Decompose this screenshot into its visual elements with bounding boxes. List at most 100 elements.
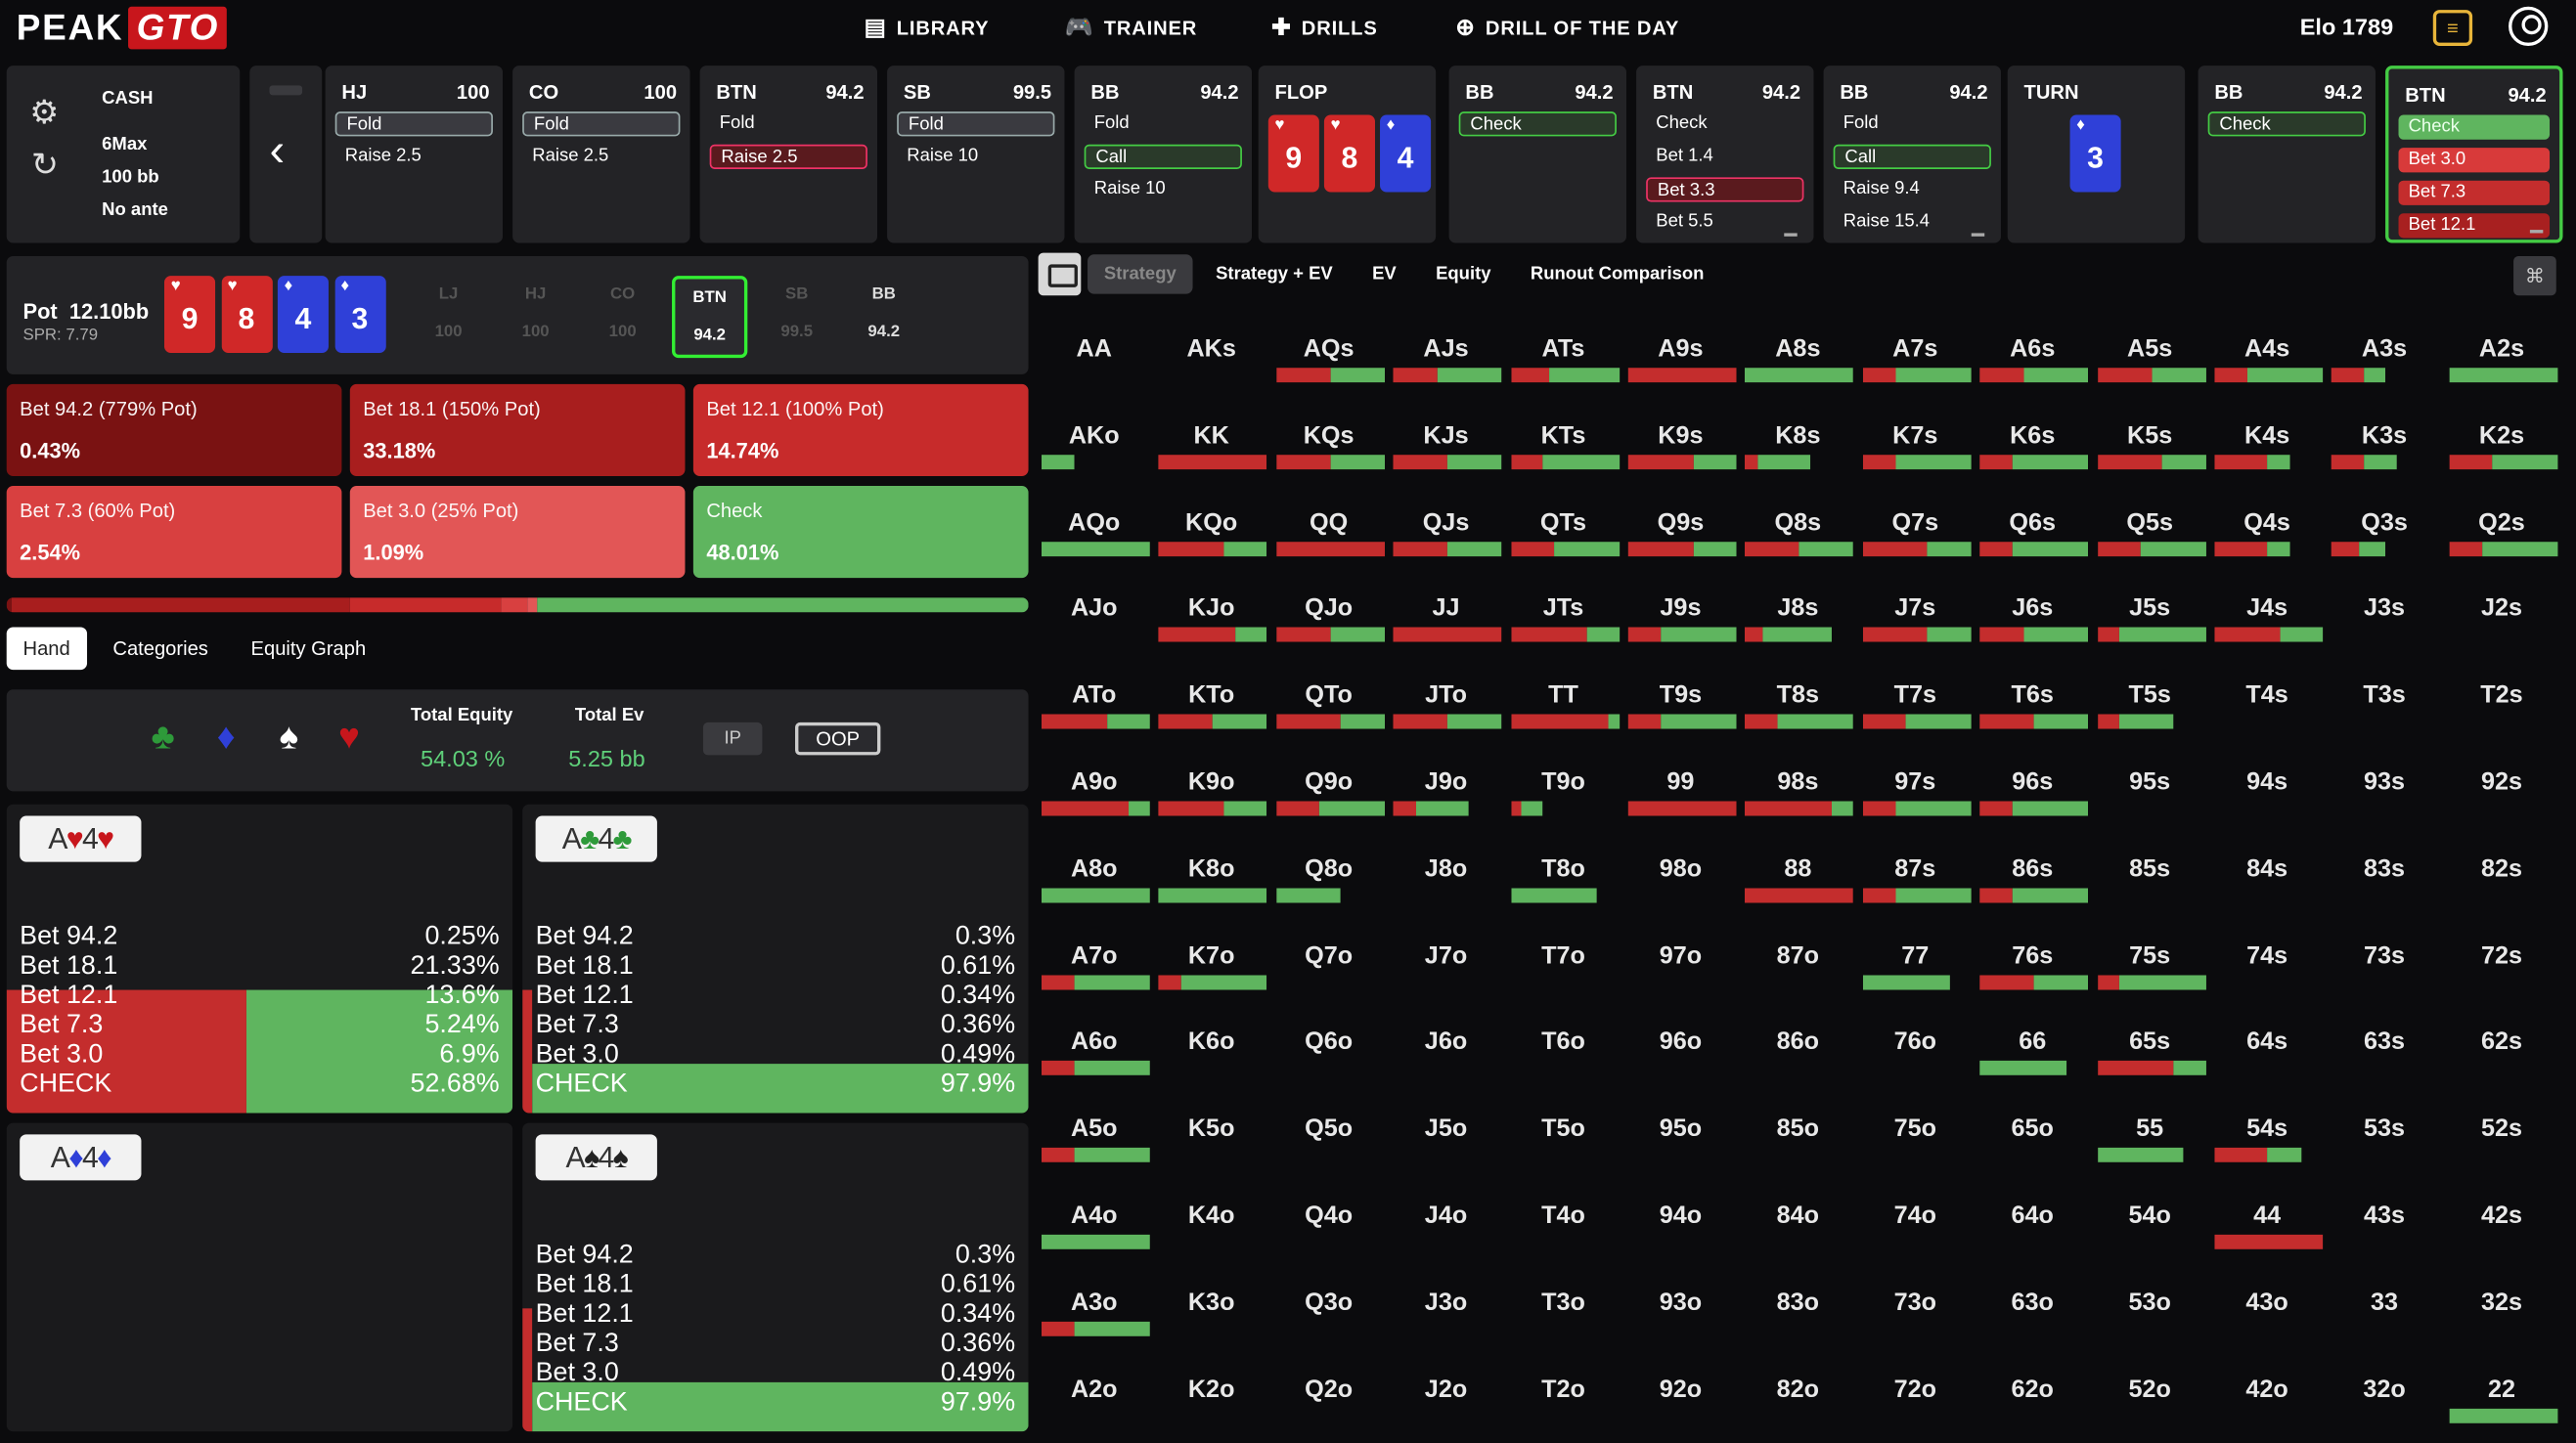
action-option[interactable]: Bet 7.3: [2398, 180, 2551, 205]
hand-cell[interactable]: 93s: [2329, 735, 2440, 817]
tab-equity[interactable]: Equity: [1436, 264, 1491, 284]
hand-cell[interactable]: 76o: [1859, 995, 1971, 1077]
ip-toggle[interactable]: IP: [702, 722, 763, 756]
chat-icon[interactable]: ≡: [2432, 10, 2473, 47]
hand-cell[interactable]: 63o: [1976, 1255, 2088, 1337]
hand-cell[interactable]: 32o: [2329, 1342, 2440, 1424]
hand-cell[interactable]: T4o: [1507, 1169, 1619, 1251]
hand-cell[interactable]: QQ: [1273, 475, 1385, 557]
hand-cell[interactable]: T9o: [1507, 735, 1619, 817]
action-option[interactable]: Fold: [1093, 112, 1130, 134]
hand-cell[interactable]: 94s: [2211, 735, 2323, 817]
hand-cell[interactable]: J6o: [1390, 995, 1501, 1077]
hand-cell[interactable]: 87o: [1742, 909, 1853, 991]
hand-cell[interactable]: QTo: [1273, 649, 1385, 731]
seat-bb[interactable]: BB 94.2: [846, 276, 921, 358]
hand-cell[interactable]: JTo: [1390, 649, 1502, 731]
hand-cell[interactable]: 83o: [1742, 1255, 1853, 1337]
hand-cell[interactable]: K7s: [1859, 389, 1972, 471]
tab-strategy[interactable]: Strategy: [1088, 254, 1193, 294]
hand-cell[interactable]: Q7s: [1859, 475, 1972, 557]
hand-cell[interactable]: J6s: [1976, 562, 2089, 644]
hand-cell[interactable]: KJs: [1390, 389, 1502, 471]
hand-cell[interactable]: 54o: [2094, 1169, 2205, 1251]
hand-cell[interactable]: 88: [1742, 822, 1854, 904]
turn-board[interactable]: TURN ♦ 3: [2007, 66, 2186, 243]
hand-cell[interactable]: A9o: [1039, 735, 1150, 817]
hand-cell[interactable]: 84s: [2211, 822, 2323, 904]
action-step-btn[interactable]: BTN 94.2 Fold Raise 2.5: [699, 66, 878, 243]
hand-cell[interactable]: Q9o: [1273, 735, 1385, 817]
hand-cell[interactable]: 92o: [1624, 1342, 1736, 1424]
hand-cell[interactable]: K5o: [1156, 1082, 1267, 1164]
hand-cell[interactable]: T3o: [1507, 1255, 1619, 1337]
action-step-btn[interactable]: BTN 94.2 Check Bet 1.4 Bet 3.3 Bet 5.5: [1636, 66, 1814, 243]
hand-cell[interactable]: T6o: [1507, 995, 1619, 1077]
hand-cell[interactable]: Q6s: [1976, 475, 2089, 557]
hand-cell[interactable]: Q8s: [1742, 475, 1854, 557]
hand-cell[interactable]: T8s: [1742, 649, 1854, 731]
action-option[interactable]: Raise 2.5: [532, 146, 609, 166]
tab-runout-comparison[interactable]: Runout Comparison: [1530, 264, 1705, 284]
hand-cell[interactable]: Q5o: [1273, 1082, 1385, 1164]
hand-cell[interactable]: A8s: [1742, 302, 1854, 384]
tab-ev[interactable]: EV: [1372, 264, 1397, 284]
hand-cell[interactable]: JTs: [1507, 562, 1620, 644]
hand-cell[interactable]: 73s: [2329, 909, 2440, 991]
hand-cell[interactable]: 44: [2211, 1169, 2324, 1251]
action-option[interactable]: Check: [2398, 114, 2551, 140]
hand-cell[interactable]: J3s: [2329, 562, 2440, 644]
action-step-bb[interactable]: BB 94.2 Fold Call Raise 10: [1074, 66, 1253, 243]
hand-cell[interactable]: 32s: [2446, 1255, 2557, 1337]
hand-cell[interactable]: KK: [1156, 389, 1267, 471]
strategy-tile[interactable]: Bet 94.2 (779% Pot) 0.43%: [6, 383, 342, 476]
nav-drill-of-the-day[interactable]: ⊕ DRILL OF THE DAY: [1455, 13, 1679, 41]
hand-cell[interactable]: AQo: [1039, 475, 1150, 557]
controller-icon[interactable]: ⌘: [2513, 255, 2556, 296]
hand-cell[interactable]: AKs: [1156, 302, 1267, 384]
hand-cell[interactable]: JJ: [1390, 562, 1502, 644]
strategy-tile[interactable]: Bet 12.1 (100% Pot) 14.74%: [692, 383, 1029, 476]
action-option[interactable]: Fold: [522, 111, 681, 137]
hand-cell[interactable]: K6o: [1156, 995, 1267, 1077]
hand-cell[interactable]: J7o: [1390, 909, 1501, 991]
seat-hj[interactable]: HJ 100: [498, 276, 573, 358]
action-option[interactable]: Fold: [719, 112, 755, 134]
hand-cell[interactable]: A3o: [1039, 1255, 1150, 1337]
action-option[interactable]: Check: [1656, 112, 1708, 134]
hand-cell[interactable]: Q4o: [1273, 1169, 1385, 1251]
hand-cell[interactable]: KTs: [1507, 389, 1620, 471]
hand-cell[interactable]: J8o: [1390, 822, 1501, 904]
hand-cell[interactable]: K2s: [2446, 389, 2558, 471]
spade-filter-icon[interactable]: ♠: [279, 716, 299, 758]
action-option[interactable]: Raise 10: [907, 146, 979, 166]
hand-cell[interactable]: TT: [1507, 649, 1620, 731]
hand-cell[interactable]: KTo: [1156, 649, 1267, 731]
hand-cell[interactable]: 94o: [1624, 1169, 1736, 1251]
action-option[interactable]: Raise 15.4: [1843, 211, 1931, 232]
action-option[interactable]: Check: [1458, 111, 1617, 137]
hand-cell[interactable]: K2o: [1156, 1342, 1267, 1424]
hand-cell[interactable]: 65s: [2094, 995, 2206, 1077]
hand-cell[interactable]: K3s: [2329, 389, 2440, 471]
hand-cell[interactable]: J7s: [1859, 562, 1972, 644]
hand-cell[interactable]: 33: [2329, 1255, 2440, 1337]
hand-cell[interactable]: J3o: [1390, 1255, 1501, 1337]
action-option[interactable]: Bet 3.3: [1646, 177, 1804, 202]
hand-cell[interactable]: 72o: [1859, 1342, 1971, 1424]
hand-cell[interactable]: 98o: [1624, 822, 1736, 904]
hand-cell[interactable]: T2o: [1507, 1342, 1619, 1424]
seat-co[interactable]: CO 100: [585, 276, 660, 358]
hand-cell[interactable]: A3s: [2329, 302, 2440, 384]
hand-cell[interactable]: 75o: [1859, 1082, 1971, 1164]
seat-btn[interactable]: BTN 94.2: [672, 276, 748, 359]
hand-cell[interactable]: Q3o: [1273, 1255, 1385, 1337]
hand-cell[interactable]: A6s: [1976, 302, 2089, 384]
combo-card[interactable]: A♣4♣ Bet 94.2 0.3% Bet 18.1 0.61% Bet 12.1 0.3…: [522, 804, 1029, 1114]
hand-cell[interactable]: A8o: [1039, 822, 1150, 904]
hand-cell[interactable]: A7o: [1039, 909, 1150, 991]
hand-cell[interactable]: 76s: [1976, 909, 2089, 991]
hand-cell[interactable]: Q4s: [2211, 475, 2323, 557]
strategy-tile[interactable]: Check 48.01%: [692, 486, 1029, 579]
action-option[interactable]: Bet 3.0: [2398, 148, 2551, 173]
